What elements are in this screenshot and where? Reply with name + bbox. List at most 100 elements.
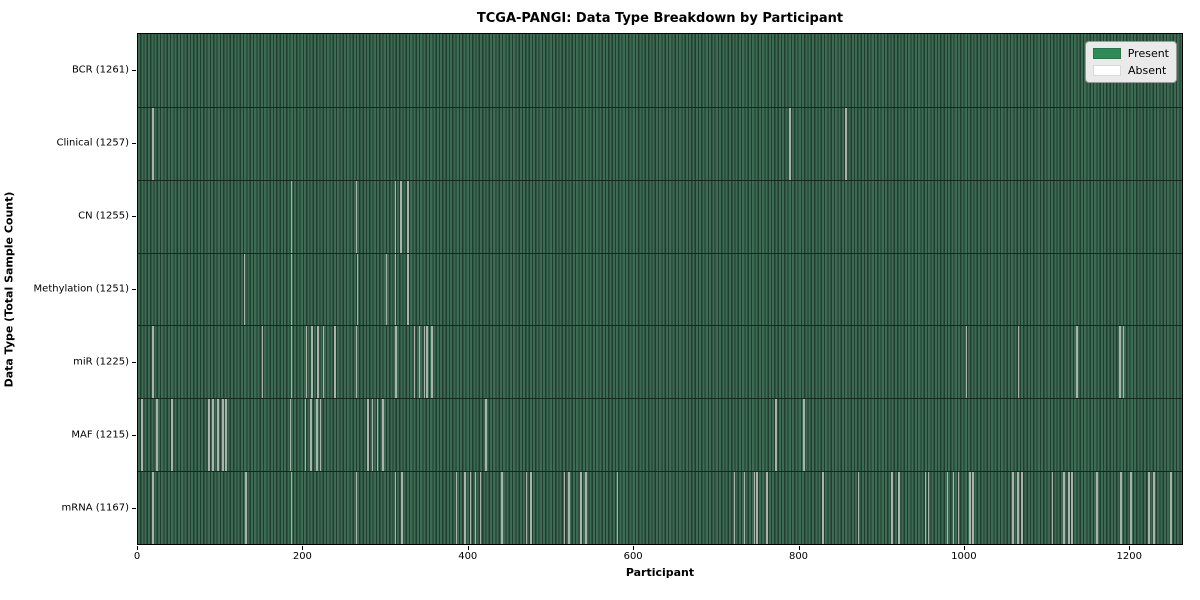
y-tick-mark <box>132 508 136 510</box>
absent-line <box>927 472 930 544</box>
absent-line <box>394 472 397 544</box>
absent-line <box>371 399 374 472</box>
absent-line <box>485 399 488 472</box>
y-tick-label: Methylation (1251) <box>33 283 129 295</box>
absent-line <box>1130 472 1132 544</box>
absent-line <box>222 399 224 472</box>
absent-line <box>290 472 293 544</box>
absent-line <box>585 472 587 544</box>
y-tick-mark <box>132 69 136 71</box>
absent-line <box>156 399 158 472</box>
y-tick-label: CN (1255) <box>78 210 129 222</box>
absent-line <box>965 326 968 399</box>
legend: Present Absent <box>1085 41 1177 83</box>
x-tick-mark <box>137 546 138 550</box>
absent-line <box>171 399 173 472</box>
absent-line <box>1051 472 1054 544</box>
y-tick-label: MAF (1215) <box>71 429 129 441</box>
absent-line <box>1096 472 1098 544</box>
absent-line <box>426 326 428 399</box>
x-tick-label: 800 <box>788 551 809 562</box>
y-tick-mark <box>132 289 136 290</box>
absent-line <box>616 472 619 544</box>
absent-line <box>479 472 482 544</box>
x-tick-label: 1000 <box>951 551 977 562</box>
absent-line <box>530 472 532 544</box>
absent-line <box>1122 326 1125 399</box>
absent-line <box>463 472 466 544</box>
absent-line <box>1120 472 1122 544</box>
row-band-mir <box>138 325 1182 399</box>
absent-line <box>152 107 154 180</box>
absent-line <box>969 472 971 544</box>
absent-line <box>394 180 397 253</box>
absent-line <box>334 326 336 399</box>
legend-label: Absent <box>1128 64 1167 77</box>
absent-line <box>356 253 359 326</box>
y-tick-mark <box>132 435 136 437</box>
x-tick-mark <box>302 546 304 550</box>
absent-line <box>501 472 503 544</box>
absent-line <box>1021 472 1023 544</box>
y-axis-label: Data Type (Total Sample Count) <box>2 191 16 388</box>
x-tick-mark <box>1129 546 1131 550</box>
legend-swatch-icon <box>1093 65 1121 76</box>
absent-line <box>822 472 824 544</box>
absent-line <box>407 253 409 326</box>
absent-line <box>474 472 477 544</box>
absent-line <box>957 472 960 544</box>
absent-line <box>395 326 398 399</box>
absent-line <box>469 472 472 544</box>
absent-line <box>317 326 319 399</box>
absent-line <box>418 326 421 399</box>
absent-line <box>789 107 791 180</box>
x-tick-label: 200 <box>292 551 312 562</box>
legend-swatch-icon <box>1093 48 1121 59</box>
y-tick-label: miR (1225) <box>73 356 129 368</box>
x-tick-mark <box>798 546 800 550</box>
absent-line <box>376 399 379 472</box>
absent-line <box>803 399 805 472</box>
row-band-methylation <box>138 252 1182 326</box>
absent-line <box>946 472 949 544</box>
absent-line <box>311 326 313 399</box>
absent-line <box>261 326 264 399</box>
absent-line <box>1170 472 1173 544</box>
absent-line <box>304 399 307 472</box>
y-tick-label: BCR (1261) <box>71 64 129 76</box>
absent-line <box>152 472 154 544</box>
row-band-mrna <box>138 471 1182 544</box>
plot-area <box>137 33 1183 545</box>
absent-line <box>845 107 847 180</box>
absent-line <box>382 399 384 472</box>
absent-line <box>455 472 458 544</box>
absent-line <box>924 472 927 544</box>
row-band-cn <box>138 179 1182 253</box>
y-tick-label: Clinical (1257) <box>56 137 130 149</box>
absent-line <box>394 253 397 326</box>
legend-label: Present <box>1127 47 1169 60</box>
absent-line <box>756 472 758 544</box>
x-tick-label: 600 <box>623 551 643 562</box>
legend-item-present: Present <box>1093 47 1169 60</box>
absent-line <box>141 399 143 472</box>
absent-line <box>225 399 228 472</box>
absent-line <box>322 326 325 399</box>
row-band-bcr <box>138 34 1182 107</box>
y-tick-mark <box>132 142 136 144</box>
x-tick-label: 400 <box>458 551 478 562</box>
absent-line <box>367 399 370 472</box>
absent-line <box>1153 472 1155 544</box>
y-tick-mark <box>132 215 136 217</box>
absent-line <box>430 326 433 399</box>
absent-line <box>766 472 768 544</box>
absent-line <box>305 326 308 399</box>
absent-line <box>753 472 756 544</box>
absent-line <box>775 399 777 472</box>
x-tick-mark <box>963 546 965 550</box>
chart-title: TCGA-PANGI: Data Type Breakdown by Parti… <box>476 11 844 26</box>
absent-line <box>407 180 409 253</box>
absent-line <box>290 253 293 326</box>
absent-line <box>1016 472 1019 544</box>
